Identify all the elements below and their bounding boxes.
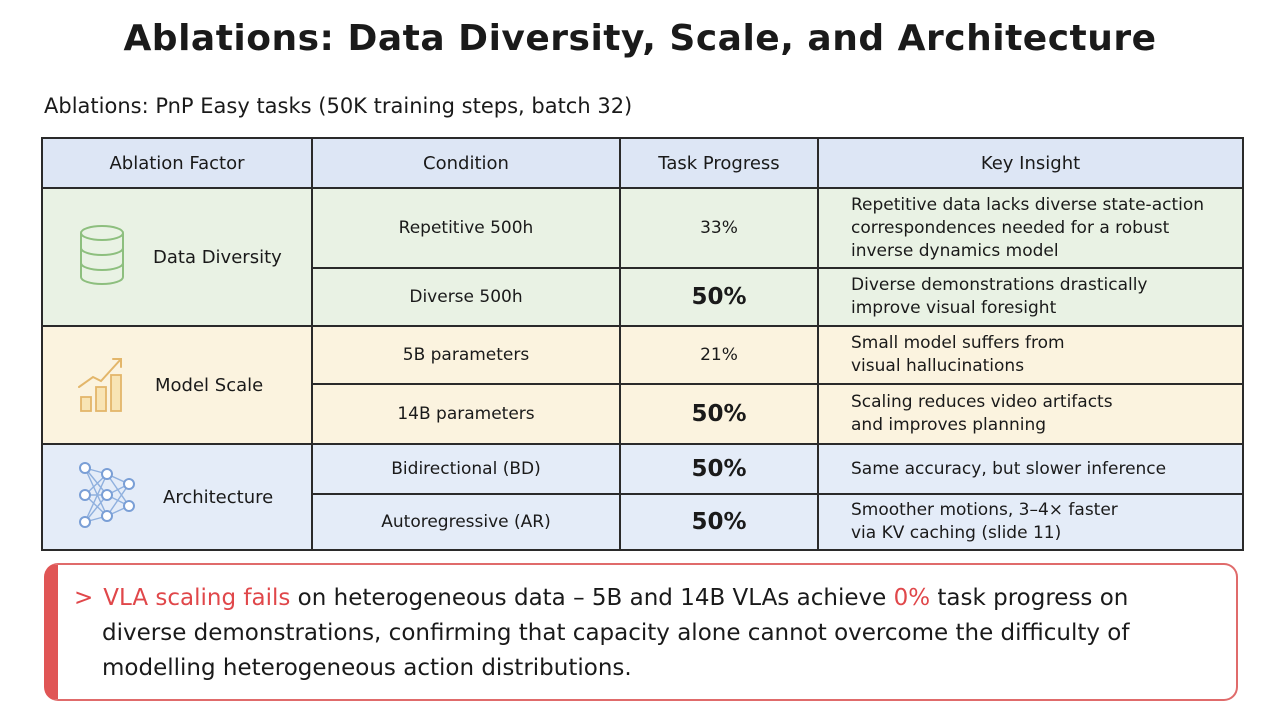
insight-line: Smoother motions, 3–4× faster xyxy=(851,500,1118,520)
progress-cell: 21% xyxy=(619,325,819,385)
insight-cell: Repetitive data lacks diverse state-acti… xyxy=(817,187,1244,269)
insight-cell: Same accuracy, but slower inference xyxy=(817,443,1244,495)
insight-cell: Smoother motions, 3–4× faster via KV cac… xyxy=(817,493,1244,551)
page-title: Ablations: Data Diversity, Scale, and Ar… xyxy=(123,18,1157,59)
insight-cell: Diverse demonstrations drastically impro… xyxy=(817,267,1244,327)
table-row: Model Scale 5B parameters 21% Small mode… xyxy=(41,325,1244,445)
header-key-insight: Key Insight xyxy=(817,137,1244,189)
growth-chart-icon xyxy=(77,351,129,420)
insight-line: via KV caching (slide 11) xyxy=(851,523,1062,543)
factor-label: Model Scale xyxy=(155,374,264,396)
callout-text-part2: task progress on diverse demonstrations,… xyxy=(102,585,1130,681)
header-task-progress: Task Progress xyxy=(619,137,819,189)
neural-network-icon xyxy=(77,460,137,535)
insight-line: and improves planning xyxy=(851,415,1047,435)
header-condition: Condition xyxy=(311,137,621,189)
takeaway-callout: > VLA scaling fails on heterogeneous data… xyxy=(44,563,1238,701)
database-icon xyxy=(77,223,127,292)
insight-line: Diverse demonstrations drastically xyxy=(851,275,1148,295)
insight-line: Same accuracy, but slower inference xyxy=(851,458,1167,479)
table-row: Architecture Bidirectional (BD) 50% Same… xyxy=(41,443,1244,551)
insight-cell: Small model suffers from visual hallucin… xyxy=(817,325,1244,385)
insight-line: Scaling reduces video artifacts xyxy=(851,392,1113,412)
condition-cell: Diverse 500h xyxy=(311,267,621,327)
condition-cell: Autoregressive (AR) xyxy=(311,493,621,551)
factor-cell-model-scale: Model Scale xyxy=(41,325,313,445)
insight-line: Small model suffers from xyxy=(851,333,1065,353)
condition-cell: Bidirectional (BD) xyxy=(311,443,621,495)
table-row: 14B parameters 50% Scaling reduces video… xyxy=(42,383,1244,445)
callout-text: > VLA scaling fails on heterogeneous data… xyxy=(74,581,1196,686)
page-subtitle: Ablations: PnP Easy tasks (50K training … xyxy=(44,94,633,118)
insight-cell: Scaling reduces video artifacts and impr… xyxy=(817,383,1244,445)
callout-highlight-zero: 0% xyxy=(893,585,931,611)
insight-line: improve visual foresight xyxy=(851,298,1057,318)
callout-highlight-scaling: VLA scaling fails xyxy=(103,585,291,611)
ablation-table: Ablation Factor Condition Task Progress … xyxy=(41,137,1244,551)
condition-cell: 14B parameters xyxy=(311,383,621,445)
table-row: Autoregressive (AR) 50% Smoother motions… xyxy=(42,493,1244,551)
factor-cell-architecture: Architecture xyxy=(41,443,313,551)
header-ablation-factor: Ablation Factor xyxy=(41,137,313,189)
progress-cell: 50% xyxy=(619,493,819,551)
insight-line: correspondences needed for a robust xyxy=(851,217,1170,238)
progress-cell: 50% xyxy=(619,267,819,327)
insight-line: Repetitive data lacks diverse state-acti… xyxy=(851,194,1205,215)
insight-line: visual hallucinations xyxy=(851,356,1025,376)
condition-cell: Repetitive 500h xyxy=(311,187,621,269)
progress-cell: 50% xyxy=(619,443,819,495)
caret-marker: > xyxy=(74,585,94,611)
progress-cell: 33% xyxy=(619,187,819,269)
callout-text-part1: on heterogeneous data – 5B and 14B VLAs … xyxy=(290,585,894,611)
table-row: Diverse 500h 50% Diverse demonstrations … xyxy=(42,267,1244,327)
table-header-row: Ablation Factor Condition Task Progress … xyxy=(41,137,1244,189)
progress-cell: 50% xyxy=(619,383,819,445)
insight-line: inverse dynamics model xyxy=(851,240,1059,261)
factor-label: Architecture xyxy=(163,486,274,508)
factor-cell-data-diversity: Data Diversity xyxy=(41,187,313,327)
factor-label: Data Diversity xyxy=(153,246,282,268)
condition-cell: 5B parameters xyxy=(311,325,621,385)
table-row: Data Diversity Repetitive 500h 33% Repet… xyxy=(41,187,1244,327)
